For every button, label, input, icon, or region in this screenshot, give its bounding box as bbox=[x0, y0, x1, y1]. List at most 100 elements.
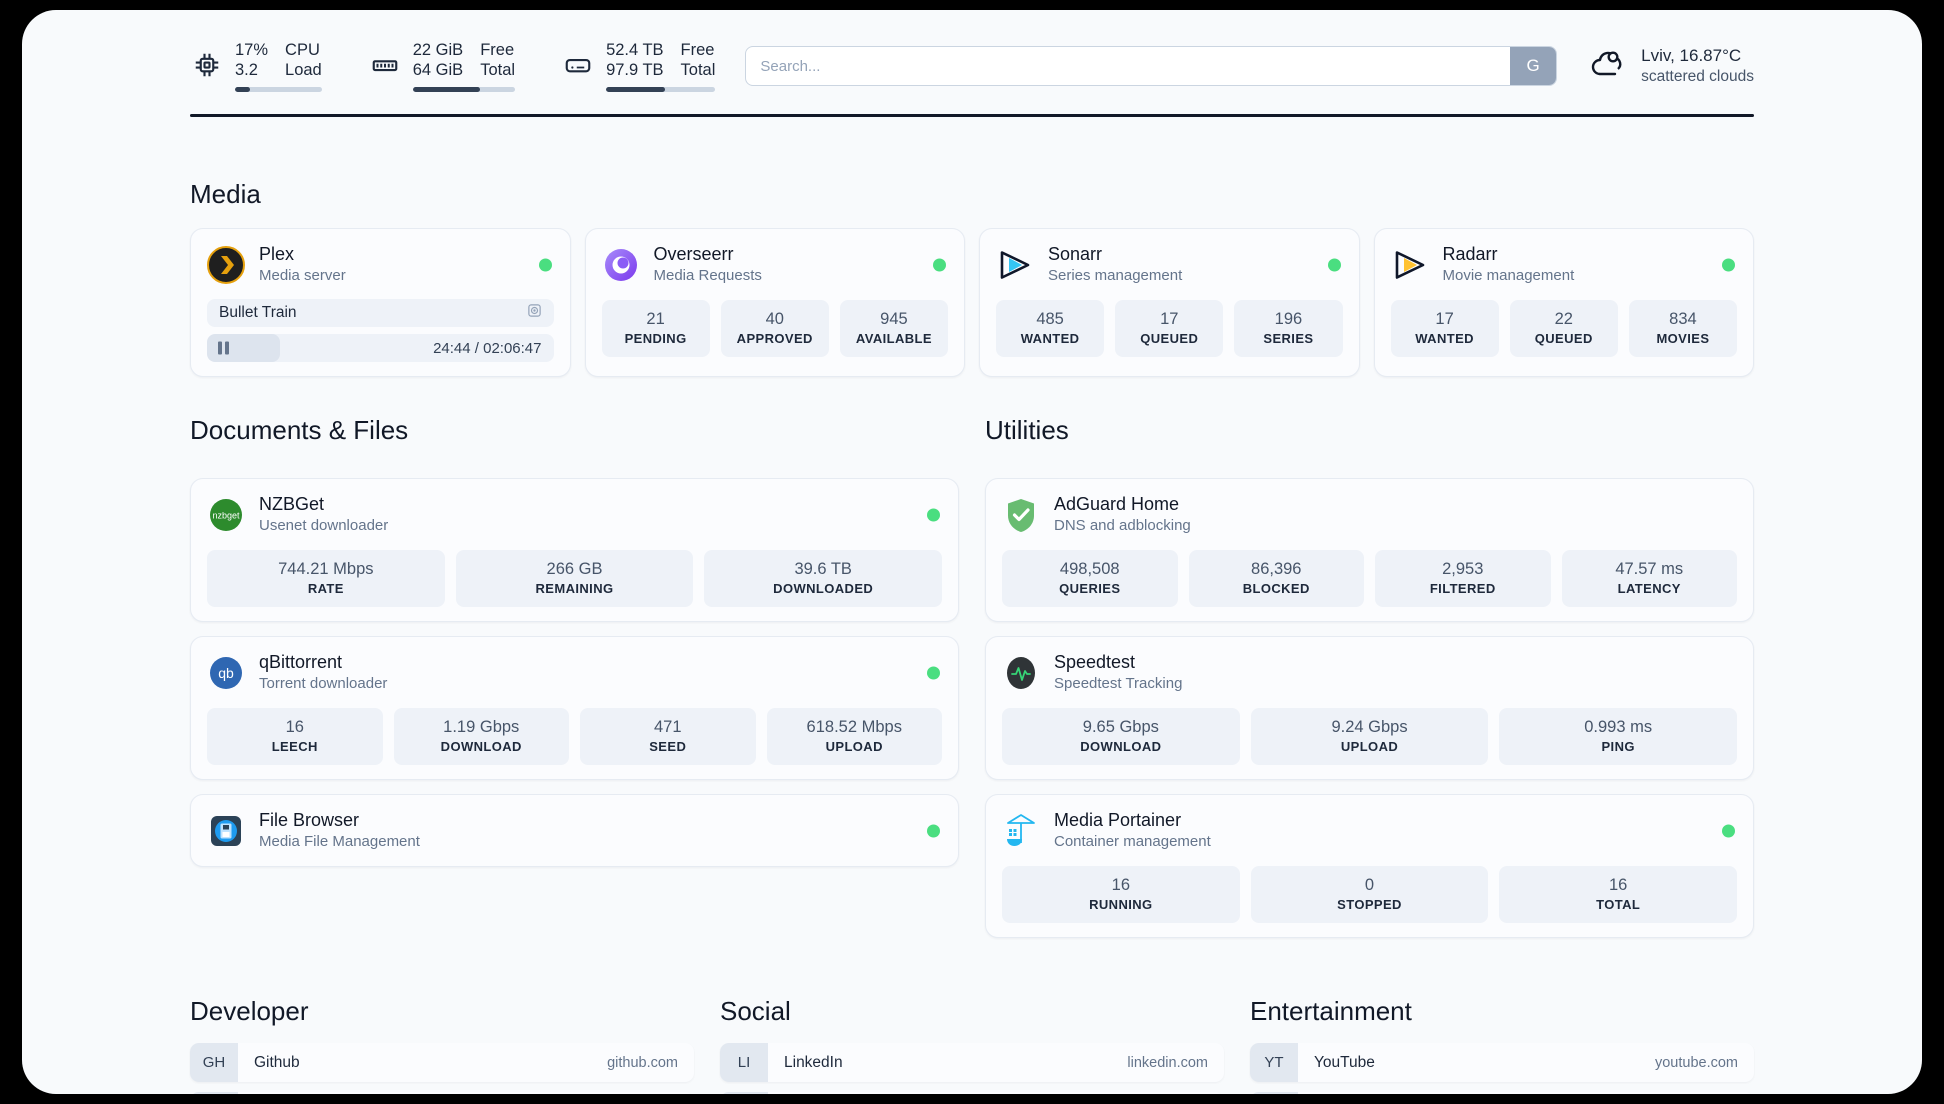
stat-tile: 86,396 BLOCKED bbox=[1188, 550, 1364, 607]
stat-label: APPROVED bbox=[736, 331, 813, 346]
service-description: Speedtest Tracking bbox=[1054, 675, 1183, 692]
service-card-radarr[interactable]: Radarr Movie management 17 WANTED 22 QUE… bbox=[1373, 228, 1754, 377]
bookmark-url: github.com bbox=[607, 1054, 678, 1071]
search-box[interactable]: G bbox=[745, 46, 1558, 86]
filebrowser-icon bbox=[207, 812, 245, 850]
stat-value: 47.57 ms bbox=[1615, 560, 1684, 578]
service-name: NZBGet bbox=[259, 494, 325, 514]
service-description: Torrent downloader bbox=[259, 675, 388, 692]
now-playing-bar[interactable]: Bullet Train bbox=[207, 299, 554, 327]
disk-widget: 52.4 TB 97.9 TB Free Total bbox=[561, 40, 716, 92]
service-card-media-portainer[interactable]: Media Portainer Container management 16 … bbox=[985, 794, 1754, 938]
memory-icon bbox=[368, 48, 402, 82]
status-badge bbox=[1722, 508, 1735, 521]
bookmark-abbr: SO bbox=[190, 1092, 238, 1094]
overseerr-icon bbox=[602, 246, 640, 284]
disk-icon bbox=[561, 48, 595, 82]
service-card-overseerr[interactable]: Overseerr Media Requests 21 PENDING 40 A… bbox=[584, 228, 965, 377]
bookmark-name: Github bbox=[254, 1053, 300, 1071]
status-badge bbox=[927, 508, 940, 521]
stat-value: 1.19 Gbps bbox=[443, 718, 520, 736]
media-section: Media Plex Media server bbox=[190, 179, 1754, 377]
stat-label: DOWNLOAD bbox=[1080, 739, 1162, 754]
header-bar: 17% 3.2 CPU Load bbox=[190, 10, 1754, 92]
bookmark-link[interactable]: LI LinkedIn linkedin.com bbox=[720, 1043, 1224, 1082]
service-description: Media server bbox=[259, 267, 346, 284]
stat-label: MOVIES bbox=[1656, 331, 1710, 346]
service-description: Movie management bbox=[1442, 267, 1575, 284]
stat-value: 618.52 Mbps bbox=[806, 718, 902, 736]
stat-label: LATENCY bbox=[1617, 581, 1681, 596]
stat-value: 39.6 TB bbox=[794, 560, 852, 578]
stat-tile: 39.6 TB DOWNLOADED bbox=[704, 550, 943, 607]
service-card-nzbget[interactable]: nzbget NZBGet Usenet downloader 74 bbox=[190, 478, 959, 622]
stat-tile: 471 SEED bbox=[580, 708, 756, 765]
section-title-media: Media bbox=[190, 179, 261, 209]
stat-tile: 834 MOVIES bbox=[1628, 300, 1738, 357]
cpu-label-top: CPU bbox=[285, 41, 320, 59]
bookmark-abbr: YT bbox=[1250, 1043, 1298, 1082]
stat-tile: 266 GB REMAINING bbox=[455, 550, 694, 607]
search-input[interactable] bbox=[746, 47, 1511, 85]
stat-value: 744.21 Mbps bbox=[278, 560, 374, 578]
stat-value: 485 bbox=[1036, 310, 1064, 328]
bookmark-link[interactable]: NF Netflix netflix.com bbox=[1250, 1092, 1754, 1094]
status-badge bbox=[927, 824, 940, 837]
memory-widget: 22 GiB 64 GiB Free Total bbox=[368, 40, 516, 92]
service-card-file-browser[interactable]: File Browser Media File Management bbox=[190, 794, 959, 867]
bookmark-abbr: TW bbox=[720, 1092, 768, 1094]
stat-tile: 498,508 QUERIES bbox=[1002, 550, 1178, 607]
cloud-icon bbox=[1587, 47, 1627, 86]
cast-icon[interactable] bbox=[527, 303, 542, 323]
stat-value: 17 bbox=[1435, 310, 1454, 328]
service-card-sonarr[interactable]: Sonarr Series management 485 WANTED 17 Q… bbox=[979, 228, 1360, 377]
weather-description: scattered clouds bbox=[1641, 68, 1754, 85]
section-title-utilities: Utilities bbox=[985, 415, 1069, 445]
stat-tile: 47.57 ms LATENCY bbox=[1561, 550, 1737, 607]
pause-icon[interactable] bbox=[218, 341, 229, 355]
stat-label: PING bbox=[1601, 739, 1635, 754]
stat-tile: 21 PENDING bbox=[601, 300, 710, 357]
bookmark-link[interactable]: GH Github github.com bbox=[190, 1043, 694, 1082]
service-name: AdGuard Home bbox=[1054, 494, 1180, 514]
bookmark-link[interactable]: SO StackOverflow stackoverflow.com bbox=[190, 1092, 694, 1094]
service-card-speedtest[interactable]: Speedtest Speedtest Tracking 9.65 Gbps D… bbox=[985, 636, 1754, 780]
bookmark-name: YouTube bbox=[1314, 1053, 1375, 1071]
service-card-adguard-home[interactable]: AdGuard Home DNS and adblocking 498,508 … bbox=[985, 478, 1754, 622]
stat-tile: 2,953 FILTERED bbox=[1375, 550, 1551, 607]
speedtest-icon bbox=[1002, 654, 1040, 692]
cpu-label-bottom: Load bbox=[285, 61, 322, 79]
stat-value: 17 bbox=[1160, 310, 1179, 328]
bookmark-group-title: Developer bbox=[190, 996, 309, 1026]
stat-label: WANTED bbox=[1020, 331, 1080, 346]
radarr-icon bbox=[1391, 246, 1429, 284]
section-title-documents: Documents & Files bbox=[190, 415, 409, 445]
service-name: Overseerr bbox=[653, 244, 734, 264]
stat-tile: 16 TOTAL bbox=[1499, 866, 1738, 923]
memory-usage-bar bbox=[412, 87, 516, 92]
stat-value: 16 bbox=[1111, 876, 1131, 894]
disk-free-value: 52.4 TB bbox=[606, 41, 664, 59]
stat-tile: 16 LEECH bbox=[207, 708, 383, 765]
bookmarks-section: Developer GH Github github.com SO StackO… bbox=[190, 996, 1754, 1094]
stat-label: DOWNLOADED bbox=[773, 581, 874, 596]
service-card-qbittorrent[interactable]: qb qBittorrent Torrent downloader bbox=[190, 636, 959, 780]
stat-value: 16 bbox=[285, 718, 304, 736]
stat-tile: 196 SERIES bbox=[1234, 300, 1343, 357]
status-badge bbox=[933, 258, 946, 271]
bookmark-link[interactable]: YT YouTube youtube.com bbox=[1250, 1043, 1754, 1082]
dashboard-page: 17% 3.2 CPU Load bbox=[22, 10, 1922, 1094]
service-name: Radarr bbox=[1442, 244, 1498, 264]
stat-label: DOWNLOAD bbox=[440, 739, 522, 754]
stat-label: AVAILABLE bbox=[855, 331, 932, 346]
search-submit-button[interactable]: G bbox=[1510, 47, 1557, 85]
service-description: Usenet downloader bbox=[259, 517, 389, 534]
bookmark-link[interactable]: TW Twitter twitter.com bbox=[720, 1092, 1224, 1094]
stat-value: 9.24 Gbps bbox=[1331, 718, 1408, 736]
service-card-plex[interactable]: Plex Media server Bullet Train bbox=[190, 228, 571, 377]
playback-progress-bar[interactable]: 24:44 / 02:06:47 bbox=[207, 334, 554, 362]
service-description: DNS and adblocking bbox=[1054, 517, 1191, 534]
weather-location: Lviv, 16.87°C bbox=[1641, 46, 1742, 65]
stat-label: QUERIES bbox=[1059, 581, 1121, 596]
stat-tile: 0 STOPPED bbox=[1250, 866, 1489, 923]
